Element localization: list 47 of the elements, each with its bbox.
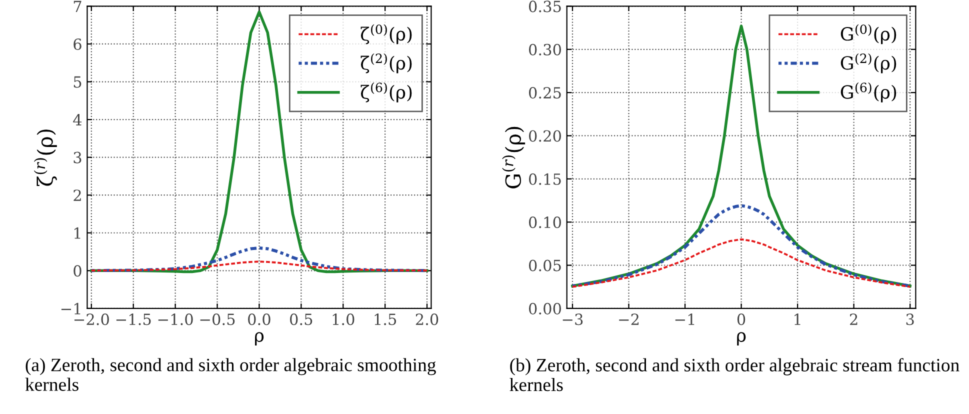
x-tick-label: 1.5 (374, 314, 396, 326)
x-axis-title: ρ (737, 332, 746, 346)
y-tick-label: 0.30 (528, 44, 561, 56)
y-tick-label: −1 (61, 302, 80, 314)
y-tick-label: 0.00 (528, 302, 561, 314)
y-axis-title: G$^{(r)}$(ρ) (502, 126, 526, 188)
x-tick-label: 0.5 (290, 314, 312, 326)
y-tick-label: 2 (74, 190, 81, 201)
text: (a) Zeroth, second and sixth order algebraic smoothing kernels (25, 358, 436, 391)
line-series (572, 238, 912, 288)
x-axis-title: ρ (255, 332, 264, 346)
y-tick-label: 0.35 (528, 0, 561, 12)
legend-label: G$^{(0)}$(ρ) (840, 24, 896, 44)
y-tick-label: 5 (74, 76, 82, 88)
y-tick-label: 1 (74, 227, 80, 239)
legend-label: G$^{(2)}$(ρ) (840, 53, 896, 74)
y-tick-label: 0.25 (528, 87, 561, 99)
y-tick-label: 6 (74, 38, 82, 50)
x-tick-label: 0 (737, 314, 746, 326)
y-tick-label: 0.10 (528, 216, 561, 228)
x-tick-label: 2 (850, 314, 858, 325)
x-tick-label: −1.5 (116, 314, 151, 326)
legend-label: G$^{(6)}$(ρ) (840, 82, 896, 102)
y-tick-label: 4 (73, 114, 82, 126)
x-tick-label: −2 (619, 314, 639, 325)
y-tick-label: 0.05 (528, 260, 561, 272)
text: (b) Zeroth, second and sixth order algebraic stream function kernels (510, 358, 960, 392)
legend-label: ζ$^{(6)}$(ρ) (360, 82, 412, 102)
x-tick-label: −3 (562, 314, 583, 326)
legend-label: ζ$^{(0)}$(ρ) (360, 24, 412, 44)
x-tick-label: −1 (675, 314, 694, 325)
y-tick-label: 7 (74, 0, 82, 12)
legend-label: ζ$^{(2)}$(ρ) (360, 53, 412, 74)
x-tick-label: −0.5 (200, 314, 235, 326)
x-tick-label: −2.0 (74, 314, 109, 326)
x-tick-label: −1.0 (158, 314, 193, 326)
line-series (90, 260, 428, 272)
x-tick-label: 1 (794, 314, 800, 325)
y-tick-label: 0.15 (528, 173, 561, 185)
x-tick-label: 2.0 (416, 314, 438, 326)
y-tick-label: 3 (74, 152, 82, 164)
x-tick-label: 1.0 (332, 314, 354, 326)
x-tick-label: 3 (906, 314, 914, 326)
y-axis-title: ζ$^{(r)}$(ρ) (34, 130, 57, 186)
x-tick-label: 0.0 (248, 314, 270, 326)
y-tick-label: 0.20 (528, 130, 561, 142)
y-tick-label: 0 (74, 265, 82, 277)
